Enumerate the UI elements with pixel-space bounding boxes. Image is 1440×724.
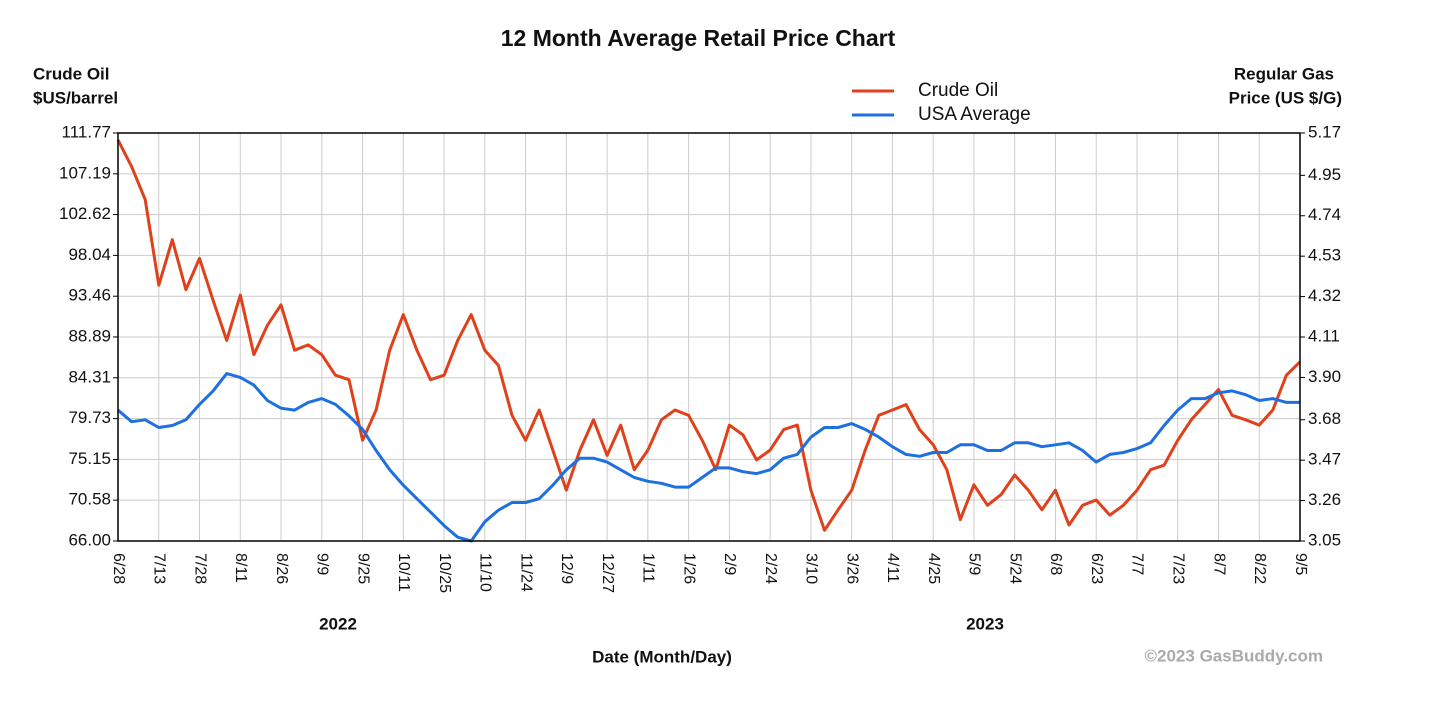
x-tick-label: 2/24: [762, 553, 779, 584]
x-tick-label: 11/24: [517, 553, 534, 592]
series-line: [117, 372, 1300, 543]
x-tick-label: 8/22: [1251, 553, 1268, 584]
x-group-label: 2022: [319, 614, 357, 633]
y2-tick-label: 4.53: [1308, 246, 1341, 265]
x-tick-label: 8/7: [1210, 553, 1227, 575]
x-group-label: 2023: [966, 614, 1004, 633]
x-tick-label: 7/28: [191, 553, 208, 584]
y2-tick-label: 3.68: [1308, 409, 1341, 428]
x-tick-label: 6/23: [1088, 553, 1105, 584]
y2-tick-label: 5.17: [1308, 122, 1341, 141]
y2-tick-label: 3.47: [1308, 450, 1341, 469]
y-tick-label: 84.31: [68, 367, 111, 386]
x-tick-label: 1/26: [680, 553, 697, 584]
x-axis-label: Date (Month/Day): [592, 647, 732, 666]
x-tick-label: 1/11: [640, 553, 657, 583]
x-tick-label: 10/25: [436, 553, 453, 593]
x-tick-label: 3/26: [843, 553, 860, 584]
x-tick-label: 10/11: [395, 553, 412, 592]
y2-tick-label: 3.05: [1308, 530, 1341, 549]
y-tick-label: 88.89: [68, 326, 111, 345]
y-tick-label: 98.04: [68, 245, 111, 264]
y2-tick-label: 4.74: [1308, 205, 1341, 224]
series-line: [116, 139, 1302, 532]
y-tick-label: 107.19: [59, 163, 111, 182]
y-tick-label: 79.73: [68, 408, 111, 427]
y2-tick-label: 4.32: [1308, 286, 1341, 305]
x-tick-label: 9/25: [354, 553, 371, 584]
legend-label: Crude Oil: [918, 80, 998, 101]
x-tick-label: 3/10: [803, 553, 820, 584]
x-tick-label: 4/11: [884, 553, 901, 583]
x-tick-label: 8/26: [273, 553, 290, 584]
y2-tick-label: 3.26: [1308, 490, 1341, 509]
x-tick-label: 4/25: [925, 553, 942, 584]
y2-tick-label: 4.95: [1308, 165, 1341, 184]
x-tick-label: 11/10: [477, 553, 494, 592]
y2-axis-label: Regular Gas: [1234, 64, 1334, 83]
x-tick-label: 9/9: [314, 553, 331, 575]
y2-tick-label: 4.11: [1308, 326, 1340, 345]
y-tick-label: 102.62: [59, 204, 111, 223]
x-tick-label: 12/9: [558, 553, 575, 584]
x-tick-label: 2/9: [721, 553, 738, 575]
x-tick-label: 5/24: [1006, 553, 1023, 584]
legend-label: USA Average: [918, 104, 1031, 125]
y-axis-label: $US/barrel: [33, 88, 118, 107]
y-tick-label: 75.15: [68, 449, 111, 468]
x-tick-label: 6/28: [110, 553, 127, 584]
plot-frame: [117, 132, 1301, 542]
y-tick-label: 70.58: [68, 490, 111, 509]
x-tick-label: 7/13: [151, 553, 168, 584]
x-tick-label: 5/9: [966, 553, 983, 575]
x-tick-label: 12/27: [599, 553, 616, 593]
y-tick-label: 66.00: [68, 530, 111, 549]
x-tick-label: 7/23: [1169, 553, 1186, 584]
x-tick-label: 6/8: [1047, 553, 1064, 575]
y2-tick-label: 3.90: [1308, 367, 1341, 386]
chart-title: 12 Month Average Retail Price Chart: [501, 25, 896, 51]
credit: ©2023 GasBuddy.com: [1145, 646, 1324, 665]
x-tick-label: 7/7: [1129, 553, 1146, 575]
y2-axis-label: Price (US $/G): [1229, 88, 1342, 107]
x-tick-label: 9/5: [1292, 553, 1309, 575]
y-tick-label: 93.46: [68, 286, 111, 305]
y-tick-label: 111.77: [62, 122, 111, 141]
y-axis-label: Crude Oil: [33, 64, 110, 83]
x-tick-label: 8/11: [232, 553, 249, 583]
